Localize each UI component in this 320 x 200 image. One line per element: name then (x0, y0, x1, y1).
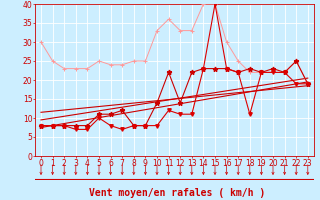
Text: Vent moyen/en rafales ( km/h ): Vent moyen/en rafales ( km/h ) (90, 188, 266, 198)
